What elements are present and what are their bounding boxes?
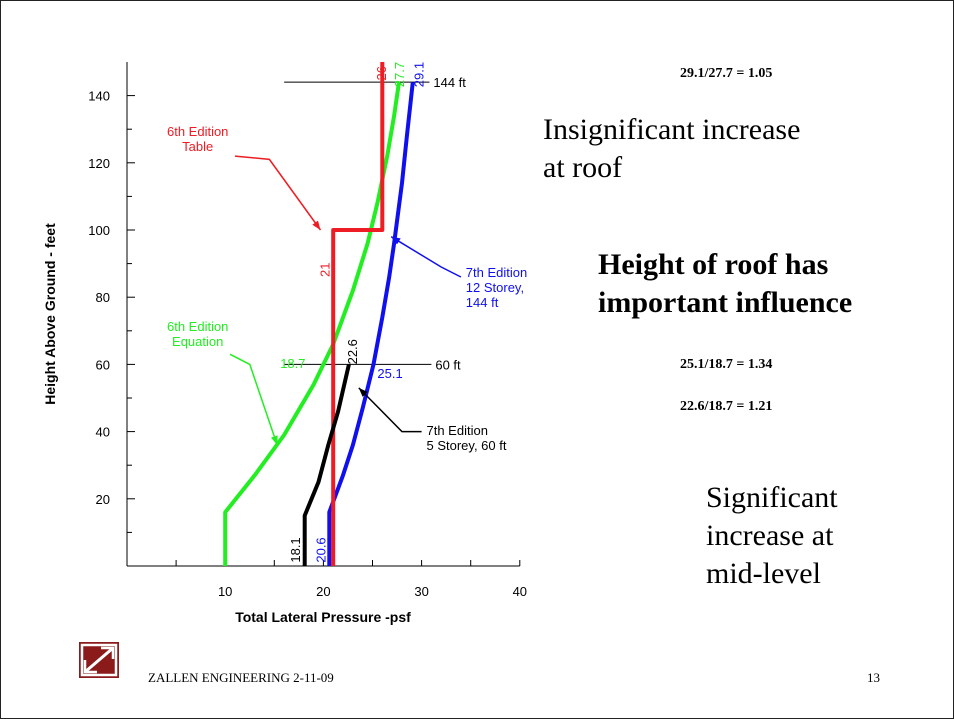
annotation-text: 6th Edition <box>167 124 228 139</box>
value-label: 29.1 <box>412 62 427 87</box>
annotation-leader <box>358 387 422 433</box>
ratio-mid-2: 22.6/18.7 = 1.21 <box>680 399 773 414</box>
annotation-leader <box>390 236 462 278</box>
y-tick-label: 140 <box>88 89 110 104</box>
annotation-text: 144 ft <box>466 295 499 310</box>
value-label: 25.1 <box>377 366 402 381</box>
annotation-text: 6th Edition <box>167 319 228 334</box>
annotation-text: 12 Storey, <box>466 280 524 295</box>
series-line-7th-edition-5-storey-60-ft <box>302 363 351 566</box>
y-tick-label: 120 <box>88 156 110 171</box>
footer-text: ZALLEN ENGINEERING 2-11-09 <box>148 670 334 685</box>
note-mid: Significant increase at mid-level <box>706 481 838 590</box>
series-line-7th-edition-12-storey-144-ft <box>327 81 415 566</box>
note-roof: Insignificant increase at roof <box>543 113 801 184</box>
y-axis-label: Height Above Ground - feet <box>42 223 58 405</box>
ratio-roof: 29.1/27.7 = 1.05 <box>680 66 773 81</box>
x-axis-label: Total Lateral Pressure -psf <box>235 609 411 625</box>
y-tick-label: 100 <box>88 223 110 238</box>
annotation-arrowhead <box>312 220 321 230</box>
x-tick-label: 40 <box>513 584 527 599</box>
annotation-leader <box>234 155 322 231</box>
value-label: 18.7 <box>280 356 305 371</box>
series-line-6th-edition-table <box>331 62 385 566</box>
y-tick-label: 80 <box>96 290 110 305</box>
company-logo-icon <box>79 642 119 678</box>
series-line-6th-edition-equation <box>223 81 401 566</box>
value-label: 21 <box>317 263 332 277</box>
value-label: 20.6 <box>313 537 328 562</box>
x-tick-label: 30 <box>414 584 428 599</box>
value-label: 22.6 <box>345 339 360 364</box>
value-label: 27.7 <box>392 62 407 87</box>
annotation-text: Table <box>182 139 213 154</box>
annotation-text: 5 Storey, 60 ft <box>427 438 507 453</box>
ratio-mid-1: 25.1/18.7 = 1.34 <box>680 357 773 372</box>
annotation-text: Equation <box>172 334 223 349</box>
value-label: 18.1 <box>288 537 303 562</box>
annotation-arrowhead <box>358 387 368 397</box>
y-tick-label: 20 <box>96 492 110 507</box>
annotation-text: 7th Edition <box>427 423 488 438</box>
x-tick-label: 10 <box>218 584 232 599</box>
x-tick-label: 20 <box>316 584 330 599</box>
annotation-leader <box>229 353 278 446</box>
value-label: 26 <box>374 66 389 80</box>
page-number: 13 <box>867 670 880 685</box>
y-tick-label: 40 <box>96 425 110 440</box>
reference-line-label: 144 ft <box>433 75 466 90</box>
headline: Height of roof has important influence <box>598 248 853 319</box>
annotation-arrowhead <box>391 236 401 245</box>
annotation-text: 7th Edition <box>466 265 527 280</box>
reference-line-label: 60 ft <box>435 357 461 372</box>
annotation-arrowhead <box>271 435 278 446</box>
y-tick-label: 60 <box>96 357 110 372</box>
